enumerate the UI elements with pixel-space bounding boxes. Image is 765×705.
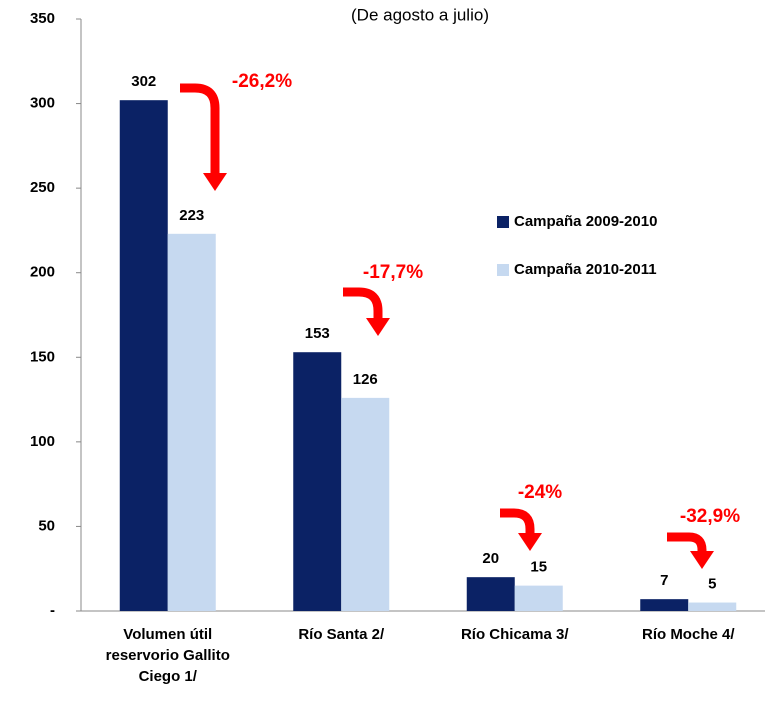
data-label: 126 <box>353 371 378 388</box>
y-tick-label: 200 <box>30 264 55 281</box>
annotation: -26,2% <box>232 71 292 92</box>
y-tick-label: 300 <box>30 95 55 112</box>
bar <box>293 352 342 611</box>
x-tick-label: Río Moche 4/ <box>641 626 735 643</box>
bar <box>514 585 563 611</box>
data-label: 223 <box>179 207 204 224</box>
annotation: -17,7% <box>363 262 423 283</box>
legend-swatch <box>497 264 509 276</box>
annotation-arrow <box>500 508 535 535</box>
annotation-arrow <box>343 287 383 320</box>
legend-label: Campaña 2009-2010 <box>514 213 657 230</box>
annotation: -32,9% <box>680 506 740 527</box>
y-tick-label: - <box>50 602 55 619</box>
y-tick-label: 150 <box>30 348 55 365</box>
y-tick-label: 250 <box>30 179 55 196</box>
annotation-arrow <box>667 532 707 553</box>
bar <box>167 233 216 611</box>
bar <box>688 602 737 611</box>
annotation-arrowhead <box>518 533 542 551</box>
x-tick-label: Volumen útil reservorio Gallito Ciego 1/ <box>105 626 230 685</box>
bar <box>466 577 515 611</box>
annotation: -24% <box>518 482 562 503</box>
data-label: 302 <box>131 73 156 90</box>
data-label: 5 <box>708 576 716 593</box>
y-tick-label: 350 <box>30 10 55 27</box>
data-label: 15 <box>530 559 547 576</box>
x-tick-label: Río Chicama 3/ <box>460 626 569 643</box>
x-tick-label: Río Santa 2/ <box>298 626 385 643</box>
bar <box>640 599 689 611</box>
data-label: 7 <box>660 572 668 589</box>
y-tick-label: 50 <box>38 517 55 534</box>
data-label: 20 <box>482 550 499 567</box>
chart-subtitle: (De agosto a julio) <box>351 5 489 24</box>
bar <box>341 397 390 611</box>
annotation-arrowhead <box>366 318 390 336</box>
data-label: 153 <box>305 325 330 342</box>
annotation-arrowhead <box>203 173 227 191</box>
annotation-arrowhead <box>690 551 714 569</box>
legend-label: Campaña 2010-2011 <box>514 261 657 278</box>
bar <box>119 100 168 611</box>
annotation-arrow <box>180 83 220 175</box>
legend-swatch <box>497 216 509 228</box>
y-tick-label: 100 <box>30 433 55 450</box>
